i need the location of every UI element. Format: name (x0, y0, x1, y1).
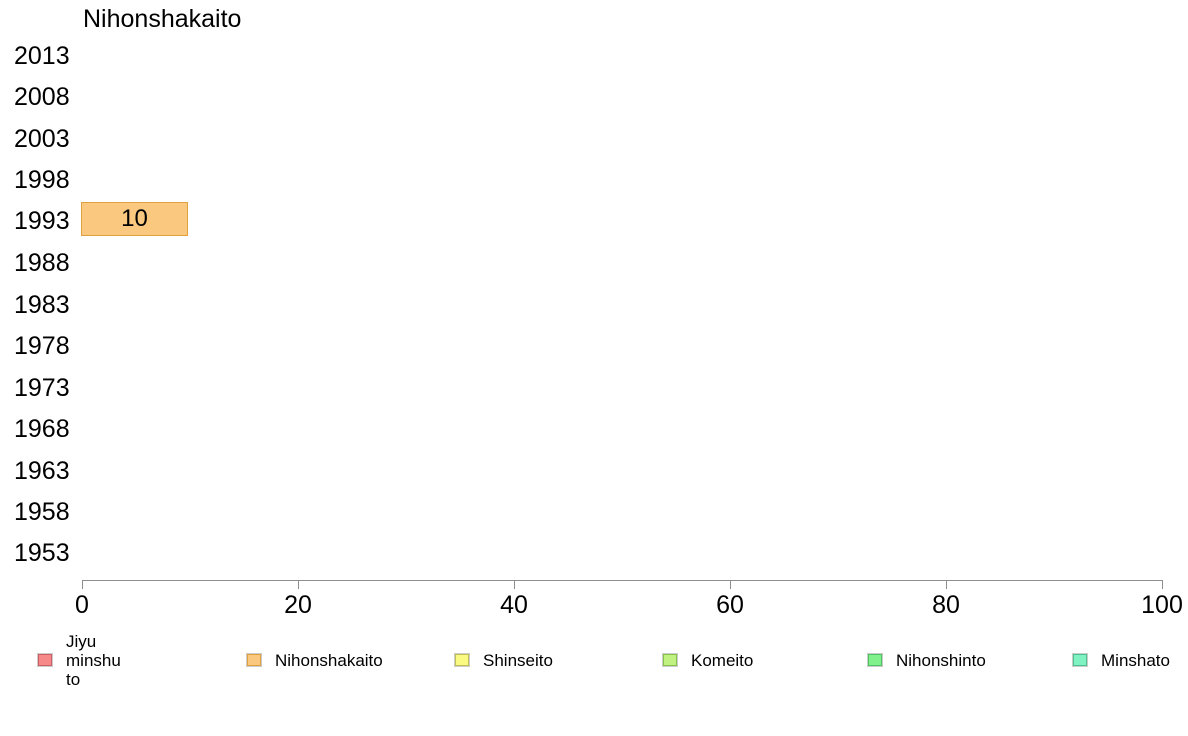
y-axis-label: 1973 (14, 374, 70, 402)
y-axis-label: 1968 (14, 415, 70, 443)
legend-swatch-nihonshinto (867, 653, 883, 667)
legend-label: Nihonshakaito (275, 650, 383, 670)
legend-swatch-shinseito (454, 653, 470, 667)
y-axis-label: 1988 (14, 249, 70, 277)
x-tick-mark (298, 581, 299, 589)
x-tick-mark (730, 581, 731, 589)
legend-label: Jiyu minshu to (66, 631, 121, 689)
y-axis-label: 1958 (14, 498, 70, 526)
bar-value-label: 10 (121, 205, 148, 232)
y-axis-label: 2008 (14, 83, 70, 111)
y-axis-label: 1953 (14, 539, 70, 567)
y-axis-label: 1993 (14, 207, 70, 235)
legend-item-minshato: Minshato (1072, 632, 1170, 688)
legend-label: Shinseito (483, 650, 553, 670)
y-axis-label: 1998 (14, 166, 70, 194)
legend-item-jiyu-minshu-to: Jiyu minshu to (37, 631, 130, 689)
x-tick-label: 60 (716, 591, 744, 619)
x-axis-line (82, 580, 1163, 581)
chart-title: Nihonshakaito (83, 5, 242, 33)
y-axis-label: 2013 (14, 42, 70, 70)
legend-label: Minshato (1101, 650, 1170, 670)
legend-item-nihonshinto: Nihonshinto (867, 632, 986, 688)
legend-swatch-minshato (1072, 653, 1088, 667)
x-tick-mark (514, 581, 515, 589)
x-tick-mark (82, 581, 83, 589)
x-tick-mark (946, 581, 947, 589)
x-tick-label: 80 (932, 591, 960, 619)
y-axis-label: 2003 (14, 125, 70, 153)
legend-swatch-jiyu-minshu-to (37, 653, 53, 667)
legend-swatch-nihonshakaito (246, 653, 262, 667)
legend-item-nihonshakaito: Nihonshakaito (246, 632, 383, 688)
y-axis-label: 1978 (14, 332, 70, 360)
legend-swatch-komeito (662, 653, 678, 667)
y-axis-label: 1963 (14, 457, 70, 485)
legend-label: Nihonshinto (896, 650, 986, 670)
y-axis-label: 1983 (14, 291, 70, 319)
x-tick-label: 20 (284, 591, 312, 619)
bar-1993-nihonshakaito: 10 (81, 202, 188, 236)
x-tick-label: 0 (75, 591, 89, 619)
legend-label: Komeito (691, 650, 754, 670)
legend-item-komeito: Komeito (662, 632, 754, 688)
x-tick-label: 100 (1141, 591, 1183, 619)
legend-item-shinseito: Shinseito (454, 632, 553, 688)
x-tick-mark (1162, 581, 1163, 589)
x-tick-label: 40 (500, 591, 528, 619)
